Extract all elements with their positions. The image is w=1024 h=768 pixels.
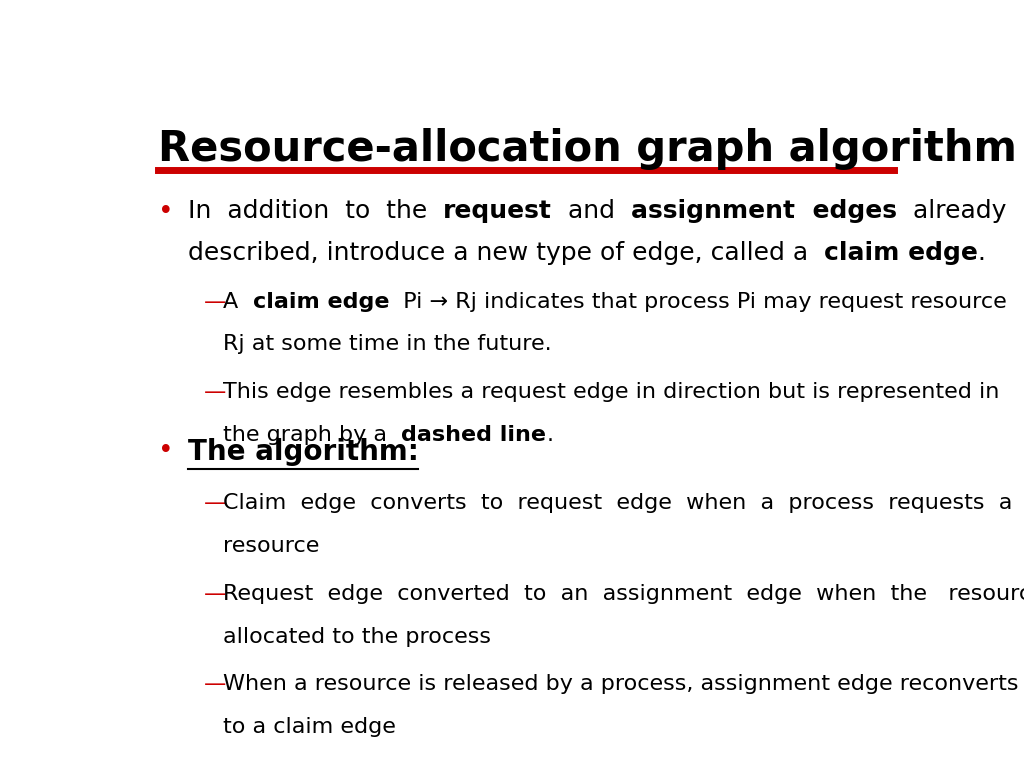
Text: Request  edge  converted  to  an  assignment  edge  when  the   resource  is: Request edge converted to an assignment … [223,584,1024,604]
Text: the graph by a: the graph by a [223,425,401,445]
Text: to a claim edge: to a claim edge [223,717,396,737]
Text: already: already [897,199,1006,223]
Text: resource: resource [223,536,319,556]
Text: request: request [442,199,552,223]
Text: This edge resembles a request edge in direction but is represented in: This edge resembles a request edge in di… [223,382,999,402]
Text: Rj at some time in the future.: Rj at some time in the future. [223,334,552,354]
Text: A: A [223,292,253,312]
Text: Claim  edge  converts  to  request  edge  when  a  process  requests  a: Claim edge converts to request edge when… [223,494,1013,514]
Text: —: — [204,494,225,514]
Text: Pi → Rj indicates that process Pi may request resource: Pi → Rj indicates that process Pi may re… [389,292,1007,312]
Text: In  addition  to  the: In addition to the [187,199,442,223]
Text: —: — [204,674,225,694]
Text: The algorithm:: The algorithm: [187,438,419,466]
Text: —: — [204,292,225,312]
Text: When a resource is released by a process, assignment edge reconverts: When a resource is released by a process… [223,674,1019,694]
Text: dashed line: dashed line [401,425,547,445]
Text: described, introduce a new type of edge, called a: described, introduce a new type of edge,… [187,241,823,265]
Text: and: and [552,199,631,223]
Text: allocated to the process: allocated to the process [223,627,492,647]
Text: •: • [158,199,174,224]
Text: assignment  edges: assignment edges [631,199,897,223]
Text: Resource-allocation graph algorithm: Resource-allocation graph algorithm [158,127,1017,170]
Text: claim edge: claim edge [253,292,389,312]
Text: .: . [547,425,554,445]
Text: •: • [158,438,174,464]
Text: —: — [204,584,225,604]
Text: —: — [204,382,225,402]
Text: .: . [978,241,985,265]
Text: claim edge: claim edge [823,241,978,265]
